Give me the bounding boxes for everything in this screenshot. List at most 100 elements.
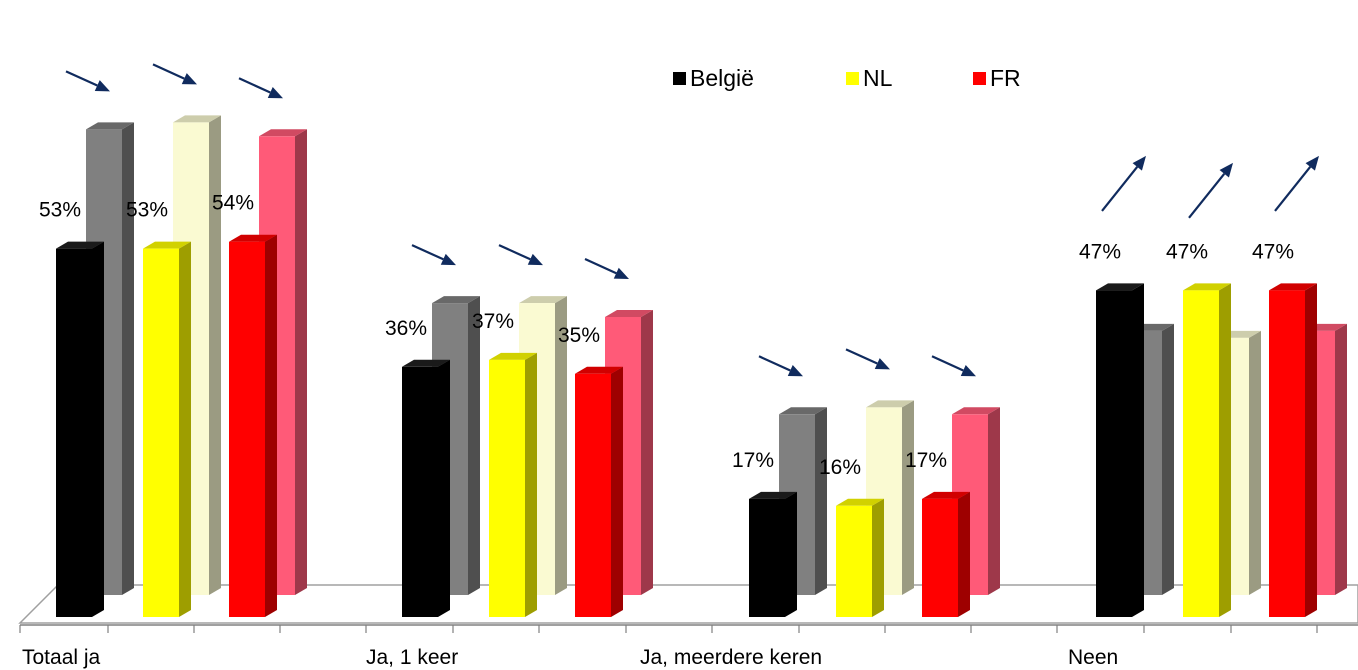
bar-front [1269, 290, 1305, 617]
bar [56, 241, 104, 617]
bar-side [815, 407, 827, 595]
legend-swatch [973, 72, 986, 85]
bar-side [785, 491, 797, 617]
chart-floor [18, 584, 1358, 633]
data-label: 37% [472, 310, 514, 333]
trend-down-arrow-icon [758, 355, 803, 377]
legend: België NL FR [673, 65, 1021, 91]
bar-front [749, 498, 785, 617]
trend-up-arrow-icon [1101, 155, 1146, 212]
bar-top [779, 407, 827, 415]
bar-side [872, 498, 884, 617]
data-label: 53% [126, 199, 168, 222]
trend-down-arrow-icon [584, 257, 629, 279]
bar-side [1305, 283, 1317, 617]
bar-top [1269, 283, 1317, 291]
trend-down-arrow-icon [411, 244, 456, 266]
bar-side [555, 296, 567, 595]
floor-plane [18, 584, 1358, 624]
legend-item: NL [846, 65, 893, 91]
bar-side [295, 129, 307, 596]
bar-front [56, 248, 92, 617]
data-labels-layer: 53% 36% 17% 47% 53% 37% 16% 47% 54% 35% 17% 47% [39, 192, 1294, 479]
bar-side [1249, 330, 1261, 595]
trend-down-arrow-icon [845, 348, 890, 370]
bar-side [641, 310, 653, 595]
bar-top [229, 234, 277, 242]
bar-top [259, 129, 307, 137]
bar-front [836, 505, 872, 617]
legend-item: België [673, 65, 754, 91]
legend-label: NL [863, 65, 893, 91]
bar-side [92, 241, 104, 617]
bar [1096, 283, 1144, 617]
bar-top [836, 498, 884, 506]
bar-side [902, 400, 914, 595]
bar [1269, 283, 1317, 617]
bar-front [1183, 290, 1219, 617]
bar-side [1335, 323, 1347, 595]
bar-side [525, 352, 537, 617]
bar [489, 352, 537, 617]
category-label: Ja, 1 keer [366, 646, 458, 669]
category-labels: Totaal ja Ja, 1 keer Ja, meerdere keren Nee… [22, 646, 1118, 669]
bar-side [988, 407, 1000, 595]
bar-side [468, 296, 480, 595]
category-label: Ja, meerdere keren [640, 646, 822, 669]
bar-side [611, 366, 623, 617]
bar [836, 498, 884, 617]
bar-top [575, 366, 623, 374]
bar-side [122, 122, 134, 595]
bar-top [1183, 283, 1231, 291]
data-label: 36% [385, 317, 427, 340]
bar-top [402, 359, 450, 367]
bar-top [866, 400, 914, 408]
bar-front [575, 373, 611, 617]
bar-top [173, 115, 221, 123]
trend-down-arrow-icon [152, 63, 197, 85]
bar-front [1096, 290, 1132, 617]
bar [749, 491, 797, 617]
bar-side [179, 241, 191, 617]
bar-top [519, 296, 567, 304]
bar-side [438, 359, 450, 617]
data-label: 47% [1079, 240, 1121, 263]
bar [229, 234, 277, 617]
bar-side [958, 491, 970, 617]
legend-swatch [673, 72, 686, 85]
data-label: 16% [819, 456, 861, 479]
trend-up-arrow-icon [1274, 155, 1319, 212]
bar-side [1162, 323, 1174, 595]
legend-label: België [690, 65, 754, 91]
bar-side [1132, 283, 1144, 617]
category-label: Totaal ja [22, 646, 101, 669]
bar [575, 366, 623, 617]
data-label: 47% [1252, 240, 1294, 263]
trend-down-arrow-icon [65, 70, 110, 92]
data-label: 54% [212, 192, 254, 215]
bar-front [489, 359, 525, 617]
trend-up-arrow-icon [1188, 162, 1233, 219]
bar-side [1219, 283, 1231, 617]
data-label: 17% [732, 449, 774, 472]
legend-label: FR [990, 65, 1021, 91]
trend-down-arrow-icon [498, 244, 543, 266]
data-label: 53% [39, 199, 81, 222]
legend-swatch [846, 72, 859, 85]
bars-layer [56, 115, 1347, 617]
trend-arrows-layer [65, 63, 1319, 377]
category-label: Neen [1068, 646, 1118, 669]
bar-front [143, 248, 179, 617]
bar-top [952, 407, 1000, 415]
bar-top [749, 491, 797, 499]
bar-top [489, 352, 537, 360]
trend-down-arrow-icon [238, 77, 283, 99]
bar-front [402, 366, 438, 617]
bar-top [605, 310, 653, 317]
bar-top [56, 241, 104, 249]
legend-item: FR [973, 65, 1021, 91]
bar-top [1096, 283, 1144, 291]
bar-top [143, 241, 191, 249]
data-label: 35% [558, 324, 600, 347]
